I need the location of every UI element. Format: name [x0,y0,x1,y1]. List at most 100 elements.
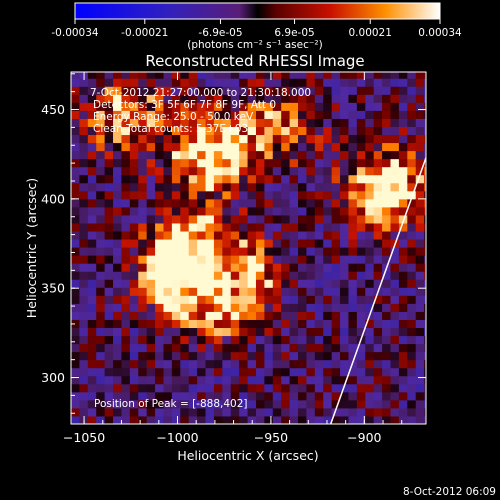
heatmap-pixel [415,303,425,312]
heatmap-pixel [146,231,156,240]
heatmap-pixel [96,182,106,192]
heatmap-pixel [323,335,333,345]
heatmap-pixel [96,134,106,144]
heatmap-pixel [415,142,425,152]
heatmap-pixel [356,126,366,136]
heatmap-pixel [264,335,274,345]
heatmap-pixel [79,303,89,312]
heatmap-pixel [213,110,223,119]
plot-frame [70,71,427,425]
heatmap-pixel [281,335,291,345]
heatmap-pixel [79,351,89,361]
heatmap-pixel [365,72,375,79]
heatmap-pixel [71,198,80,208]
heatmap-pixel [146,190,156,200]
heatmap-pixel [340,311,349,320]
heatmap-pixel [129,222,139,232]
heatmap-pixel [424,343,426,353]
heatmap-pixel [138,247,148,256]
heatmap-pixel [323,303,333,312]
heatmap-pixel [306,206,316,216]
heatmap-pixel [205,94,215,103]
heatmap-pixel [138,287,148,296]
heatmap-pixel [264,311,274,320]
heatmap-pixel [382,174,391,184]
heatmap-pixel [213,206,223,216]
heatmap-pixel [314,174,324,184]
heatmap-pixel [382,110,391,119]
heatmap-pixel [138,239,148,248]
heatmap-pixel [255,255,265,264]
heatmap-pixel [264,94,274,103]
heatmap-pixel [348,383,358,393]
heatmap-pixel [373,150,383,160]
heatmap-pixel [155,118,164,127]
heatmap-pixel [398,94,408,103]
heatmap-pixel [365,94,375,103]
heatmap-pixel [230,359,240,369]
heatmap-pixel [71,102,80,111]
heatmap-pixel [390,415,400,424]
heatmap-pixel [79,239,89,248]
heatmap-pixel [104,287,114,296]
heatmap-pixel [356,174,366,184]
heatmap-pixel [390,327,400,337]
heatmap-pixel [247,383,257,393]
heatmap-pixel [138,343,148,353]
heatmap-pixel [121,295,131,304]
heatmap-pixel [424,142,426,152]
heatmap-pixel [96,118,106,127]
heatmap-pixel [340,319,349,329]
heatmap-pixel [171,247,181,256]
y-tick-label: 450 [41,102,65,117]
heatmap-pixel [272,150,282,160]
heatmap-pixel [71,158,80,168]
heatmap-pixel [306,134,316,144]
heatmap-pixel [424,102,426,111]
heatmap-pixel [255,303,265,312]
colorbar-gradient [74,2,441,20]
heatmap-pixel [323,86,333,95]
heatmap-pixel [424,222,426,232]
heatmap-pixel [146,72,156,79]
heatmap-pixel [213,78,223,87]
heatmap-pixel [382,182,391,192]
heatmap-pixel [197,190,207,200]
heatmap-pixel [171,287,181,296]
heatmap-pixel [129,118,139,127]
heatmap-pixel [121,142,131,152]
heatmap-pixel [247,407,257,417]
heatmap-pixel [348,198,358,208]
heatmap-pixel [87,279,97,288]
heatmap-pixel [222,134,232,144]
heatmap-pixel [71,150,80,160]
heatmap-pixel [289,263,299,272]
heatmap-pixel [331,72,341,79]
heatmap-pixel [71,134,80,144]
heatmap-pixel [239,303,249,312]
heatmap-pixel [323,72,333,79]
heatmap-pixel [96,327,106,337]
heatmap-pixel [348,142,358,152]
heatmap-pixel [247,415,257,424]
heatmap-pixel [331,335,341,345]
heatmap-pixel [146,166,156,176]
heatmap-pixel [155,375,164,385]
heatmap-pixel [121,206,131,216]
heatmap-pixel [424,391,426,401]
heatmap-pixel [331,359,341,369]
heatmap-pixel [390,359,400,369]
heatmap-pixel [129,182,139,192]
heatmap-pixel [222,182,232,192]
heatmap-pixel [415,182,425,192]
heatmap-pixel [155,247,164,256]
heatmap-pixel [272,158,282,168]
heatmap-pixel [314,150,324,160]
heatmap-pixel [222,335,232,345]
heatmap-pixel [71,263,80,272]
heatmap-pixel [289,351,299,361]
heatmap-pixel [298,190,307,200]
y-axis-label: Heliocentric Y (arcsec) [24,178,39,318]
heatmap-pixel [188,391,198,401]
heatmap-pixel [96,375,106,385]
